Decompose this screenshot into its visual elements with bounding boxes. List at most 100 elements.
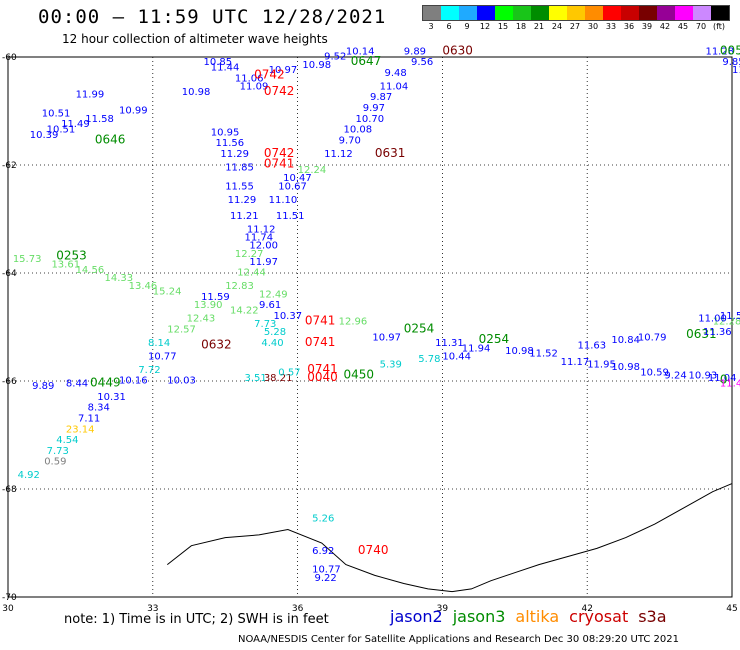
legend-swatch	[711, 6, 729, 20]
legend-swatch	[657, 6, 675, 20]
time-label: 0632	[201, 338, 232, 352]
time-label: 0646	[95, 132, 126, 146]
wave-height-label: 11.31	[435, 338, 464, 349]
wave-height-label: 8.14	[148, 338, 170, 349]
legend-swatch	[459, 6, 477, 20]
wave-height-label: 12.43	[187, 314, 216, 325]
time-label: 0254	[479, 332, 510, 346]
legend-swatch	[549, 6, 567, 20]
wave-height-label: 0.57	[278, 368, 300, 379]
wave-height-label: 12.96	[339, 316, 368, 327]
legend-swatch	[567, 6, 585, 20]
wave-height-label: 9.24	[664, 370, 686, 381]
time-label: 0449	[90, 375, 121, 389]
wave-height-label: 9.89	[404, 46, 426, 57]
wave-height-label: 11.04	[708, 373, 737, 384]
wave-height-label: 10.51	[42, 108, 71, 119]
wave-height-label: 12.28	[713, 316, 740, 327]
satellite-altika: altika	[515, 607, 560, 626]
time-label: 0	[720, 373, 728, 387]
wave-height-label: 4.92	[18, 470, 40, 481]
satellite-cryosat: cryosat	[569, 607, 629, 626]
wave-height-label: 11.36	[703, 327, 732, 338]
wave-height-label: 14.56	[76, 265, 105, 276]
time-label: 0631	[686, 327, 717, 341]
wave-height-label: 13.61	[51, 260, 80, 271]
wave-height-label: 11.74	[245, 233, 274, 244]
x-tick-label: 39	[437, 604, 449, 614]
wave-height-label: 38.21	[264, 373, 293, 384]
wave-height-label: 10.98	[302, 60, 331, 71]
time-label: 0450	[343, 367, 374, 381]
legend-label: 6	[446, 22, 452, 31]
wave-height-label: 10.93	[689, 370, 718, 381]
footnote: note: 1) Time is in UTC; 2) SWH is in fe…	[64, 612, 329, 627]
x-tick-label: 33	[147, 604, 158, 614]
wave-height-label: 11.51	[276, 211, 305, 222]
wave-height-label: 4.40	[261, 338, 283, 349]
wave-height-label: 9.97	[363, 103, 385, 114]
wave-height-label: 10.97	[372, 333, 401, 344]
wave-height-label: 10.98	[505, 346, 534, 357]
coastline	[166, 483, 733, 593]
wave-height-label: 11.10	[269, 195, 298, 206]
wave-height-label: 6.92	[312, 546, 334, 557]
legend-swatch	[639, 6, 657, 20]
wave-height-label: 11.94	[462, 343, 491, 354]
wave-height-label: 9.22	[314, 573, 336, 584]
wave-height-label: 15.73	[13, 254, 42, 265]
legend-swatch	[603, 6, 621, 20]
legend-label: 3	[428, 22, 434, 31]
wave-height-label: 12.49	[259, 289, 288, 300]
wave-height-label: 8.44	[66, 378, 88, 389]
y-tick-label: -64	[2, 269, 17, 279]
x-tick-label: 45	[726, 604, 737, 614]
time-label: 0630	[442, 43, 473, 57]
wave-height-label: 3.51	[245, 373, 267, 384]
legend-swatch	[693, 6, 711, 20]
legend-label: 18	[515, 22, 527, 31]
legend-label: 70	[695, 22, 707, 31]
wave-height-label: 13.46	[129, 281, 158, 292]
wave-height-label: 7.72	[138, 365, 160, 376]
wave-height-label: 0.59	[44, 457, 66, 468]
time-label: 0254	[404, 321, 435, 335]
wave-height-label: 11.17	[561, 357, 590, 368]
wave-height-label: 10.16	[119, 376, 148, 387]
wave-height-label: 10.84	[611, 335, 640, 346]
wave-height-label: 12.27	[235, 249, 264, 260]
y-tick-label: -66	[2, 377, 17, 387]
wave-height-label: 11.52	[529, 349, 558, 360]
wave-height-label: 11.95	[587, 360, 616, 371]
wave-height-label: 11.06	[235, 73, 264, 84]
legend-swatch	[585, 6, 603, 20]
wave-height-label: 14.22	[230, 306, 259, 317]
wave-height-label: 10.47	[283, 173, 312, 184]
wave-height-label: 10.14	[346, 46, 375, 57]
wave-height-label: 10.59	[640, 368, 669, 379]
wave-height-label: 11.12	[247, 225, 276, 236]
satellite-jason3: jason3	[452, 607, 506, 626]
satellite-legend: jason2 jason3 altika cryosat s3a	[390, 607, 677, 626]
wave-height-label: 7.73	[47, 446, 69, 457]
chart-title: 00:00 – 11:59 UTC 12/28/2021	[38, 6, 387, 28]
wave-height-label: 11.00	[698, 314, 727, 325]
wave-height-label: 10.70	[356, 114, 385, 125]
time-label: 0253	[56, 249, 87, 263]
wave-height-label: 11.97	[249, 257, 278, 268]
wave-height-label: 10.98	[611, 362, 640, 373]
color-legend	[422, 5, 730, 21]
legend-label: 42	[659, 22, 671, 31]
wave-height-label: 11.29	[228, 195, 257, 206]
legend-label: 15	[497, 22, 509, 31]
legend-swatch	[423, 6, 441, 20]
credit-line: NOAA/NESDIS Center for Satellite Applica…	[238, 634, 680, 645]
plot-frame	[7, 56, 733, 598]
wave-height-label: 9.56	[411, 57, 433, 68]
wave-height-label: 12.00	[249, 241, 278, 252]
time-label: 0740	[358, 543, 389, 557]
time-label: 0631	[375, 146, 406, 160]
legend-label: 36	[623, 22, 635, 31]
wave-height-label: 10.39	[30, 130, 59, 141]
x-tick-label: 42	[581, 604, 592, 614]
